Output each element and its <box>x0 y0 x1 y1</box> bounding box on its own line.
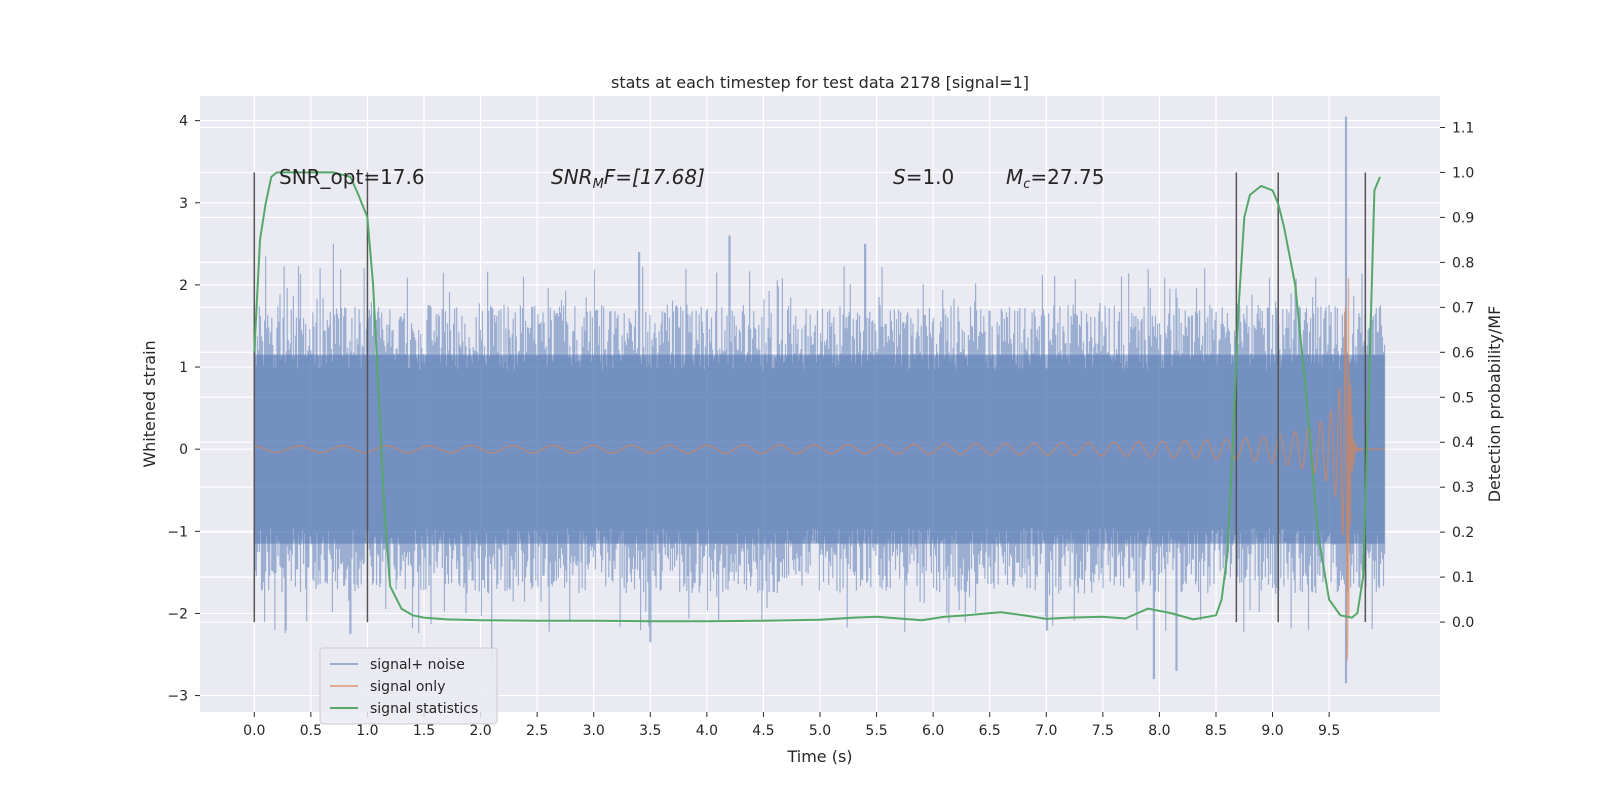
y-right-tick-label: 0.3 <box>1452 480 1474 496</box>
y-right-tick-label: 0.2 <box>1452 525 1474 541</box>
y-right-tick-label: 1.0 <box>1452 165 1474 181</box>
y-left-tick-label: 0 <box>179 442 188 458</box>
series-signal-only <box>254 278 1385 661</box>
x-tick-label: 7.5 <box>1092 723 1114 739</box>
x-tick-label: 8.0 <box>1148 723 1170 739</box>
x-tick-label: 9.5 <box>1318 723 1340 739</box>
y-left-tick-label: 3 <box>179 196 188 212</box>
annotation-mc: Mc=27.75 <box>1006 165 1104 192</box>
x-tick-label: 6.5 <box>979 723 1001 739</box>
annotation-snr-mf-label: SNR <box>551 165 593 189</box>
y-right-tick-label: 0.6 <box>1452 345 1474 361</box>
legend-label-stats: signal statistics <box>370 701 478 717</box>
x-tick-label: 0.0 <box>243 723 265 739</box>
y-right-tick-label: 0.4 <box>1452 435 1474 451</box>
x-tick-label: 4.5 <box>752 723 774 739</box>
y-left-tick-label: 1 <box>179 360 188 376</box>
y-right-axis-label: Detection probability/MF <box>1485 306 1504 503</box>
y-right-tick-label: 1.1 <box>1452 120 1474 136</box>
annotation-mc-value: =27.75 <box>1030 165 1104 189</box>
x-tick-label: 1.5 <box>413 723 435 739</box>
signal-statistics-line <box>253 171 1381 623</box>
x-tick-label: 2.5 <box>526 723 548 739</box>
x-tick-label: 4.0 <box>696 723 718 739</box>
annotation-mc-sub: c <box>1023 177 1030 192</box>
x-tick-label: 5.5 <box>865 723 887 739</box>
y-right-axis-ticks: 1.1 1.0 0.9 0.8 0.7 0.6 0.5 0.4 0.3 0.2 0.1 0.0 <box>1440 120 1474 631</box>
annotation-snr-opt: SNR_opt=17.6 <box>279 165 425 189</box>
legend-label-noise: signal+ noise <box>370 657 465 673</box>
y-left-tick-label: −2 <box>167 606 188 622</box>
x-tick-label: 6.0 <box>922 723 944 739</box>
legend: signal+ noise signal only signal statist… <box>319 647 498 725</box>
chart-title: stats at each timestep for test data 217… <box>611 73 1029 92</box>
annotation-snr-mf-value: F=[17.68] <box>604 165 705 189</box>
y-right-tick-label: 0.7 <box>1452 300 1474 316</box>
annotation-s-value: =1.0 <box>906 165 955 189</box>
series-signal-noise <box>253 116 1386 684</box>
y-left-axis-label: Whitened strain <box>140 340 159 467</box>
x-tick-label: 3.0 <box>583 723 605 739</box>
annotation-mc-label: M <box>1006 165 1023 189</box>
y-right-tick-label: 0.5 <box>1452 390 1474 406</box>
annotation-snr-mf-sub: M <box>593 177 604 192</box>
legend-label-signal: signal only <box>370 679 445 695</box>
signal-only-trace <box>254 278 1385 661</box>
y-right-tick-label: 0.9 <box>1452 210 1474 226</box>
x-tick-label: 2.0 <box>469 723 491 739</box>
y-right-tick-label: 0.1 <box>1452 570 1474 586</box>
annotation-s-label: S <box>893 165 906 189</box>
annotation-s: S=1.0 <box>893 165 954 189</box>
y-left-tick-label: 2 <box>179 278 188 294</box>
x-axis-label: Time (s) <box>786 747 852 766</box>
x-tick-label: 0.5 <box>300 723 322 739</box>
x-tick-label: 8.5 <box>1205 723 1227 739</box>
legend-box <box>319 647 498 725</box>
x-tick-label: 3.5 <box>639 723 661 739</box>
y-left-axis-ticks: 4 3 2 1 0 −1 −2 −3 <box>167 114 200 705</box>
y-right-tick-label: 0.0 <box>1452 615 1474 631</box>
y-left-tick-label: 4 <box>179 114 188 130</box>
y-left-tick-label: −3 <box>167 689 188 705</box>
x-axis-ticks: 0.0 0.5 1.0 1.5 2.0 2.5 3.0 3.5 4.0 4.5 5.0 5.5 6.0 6… <box>243 712 1340 739</box>
y-right-tick-label: 0.8 <box>1452 255 1474 271</box>
y-left-tick-label: −1 <box>167 524 188 540</box>
vertical-markers <box>253 172 1367 623</box>
x-tick-label: 1.0 <box>356 723 378 739</box>
annotation-snr-mf: SNRMF=[17.68] <box>551 165 705 192</box>
x-tick-label: 7.0 <box>1035 723 1057 739</box>
x-tick-label: 9.0 <box>1261 723 1283 739</box>
x-tick-label: 5.0 <box>809 723 831 739</box>
series-signal-statistics <box>253 171 1381 623</box>
